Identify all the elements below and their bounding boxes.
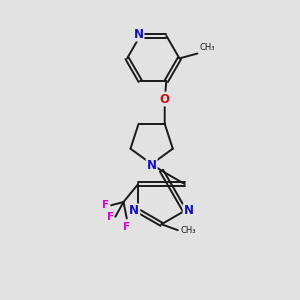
Text: N: N: [129, 204, 139, 218]
Text: CH₃: CH₃: [199, 43, 214, 52]
Text: N: N: [147, 158, 157, 172]
Text: F: F: [123, 222, 130, 232]
Text: F: F: [102, 200, 110, 210]
Text: CH₃: CH₃: [180, 226, 196, 235]
Text: F: F: [106, 212, 114, 222]
Text: N: N: [184, 204, 194, 218]
Text: N: N: [134, 28, 143, 40]
Text: O: O: [160, 93, 170, 106]
